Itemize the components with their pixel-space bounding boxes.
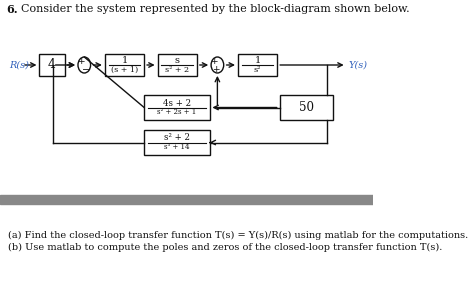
Text: (s + 1): (s + 1)	[111, 65, 138, 74]
Text: s² + 2: s² + 2	[164, 134, 190, 143]
Bar	[280, 95, 333, 120]
Text: (b) Use matlab to compute the poles and zeros of the closed-loop transfer functi: (b) Use matlab to compute the poles and …	[8, 243, 442, 252]
Bar	[157, 54, 197, 76]
Text: 50: 50	[299, 101, 314, 114]
Bar	[105, 54, 144, 76]
Text: s² + 2s + 1: s² + 2s + 1	[157, 108, 196, 116]
Text: 6.: 6.	[6, 4, 18, 15]
Text: +: +	[210, 57, 218, 65]
Text: 4s + 2: 4s + 2	[163, 98, 191, 108]
Bar	[0, 195, 374, 204]
Text: R(s): R(s)	[9, 61, 29, 70]
Text: 4: 4	[48, 59, 56, 72]
Text: s² + 2: s² + 2	[165, 65, 189, 74]
Text: 1: 1	[121, 56, 128, 65]
Bar	[39, 54, 64, 76]
Circle shape	[78, 57, 91, 73]
Bar	[144, 95, 210, 120]
Text: Y(s): Y(s)	[349, 61, 368, 70]
Text: s²: s²	[254, 65, 261, 74]
Text: Consider the system represented by the block-diagram shown below.: Consider the system represented by the b…	[14, 4, 410, 14]
Text: s³ + 14: s³ + 14	[164, 143, 190, 151]
Circle shape	[211, 57, 224, 73]
Text: (a) Find the closed-loop transfer function T(s) = Y(s)/R(s) using matlab for the: (a) Find the closed-loop transfer functi…	[8, 231, 468, 240]
Text: 1: 1	[255, 56, 261, 65]
Text: +: +	[77, 57, 85, 65]
Text: +: +	[212, 65, 219, 74]
Text: −: −	[82, 65, 90, 74]
Bar	[144, 130, 210, 155]
Bar	[238, 54, 277, 76]
Text: s: s	[175, 56, 180, 65]
